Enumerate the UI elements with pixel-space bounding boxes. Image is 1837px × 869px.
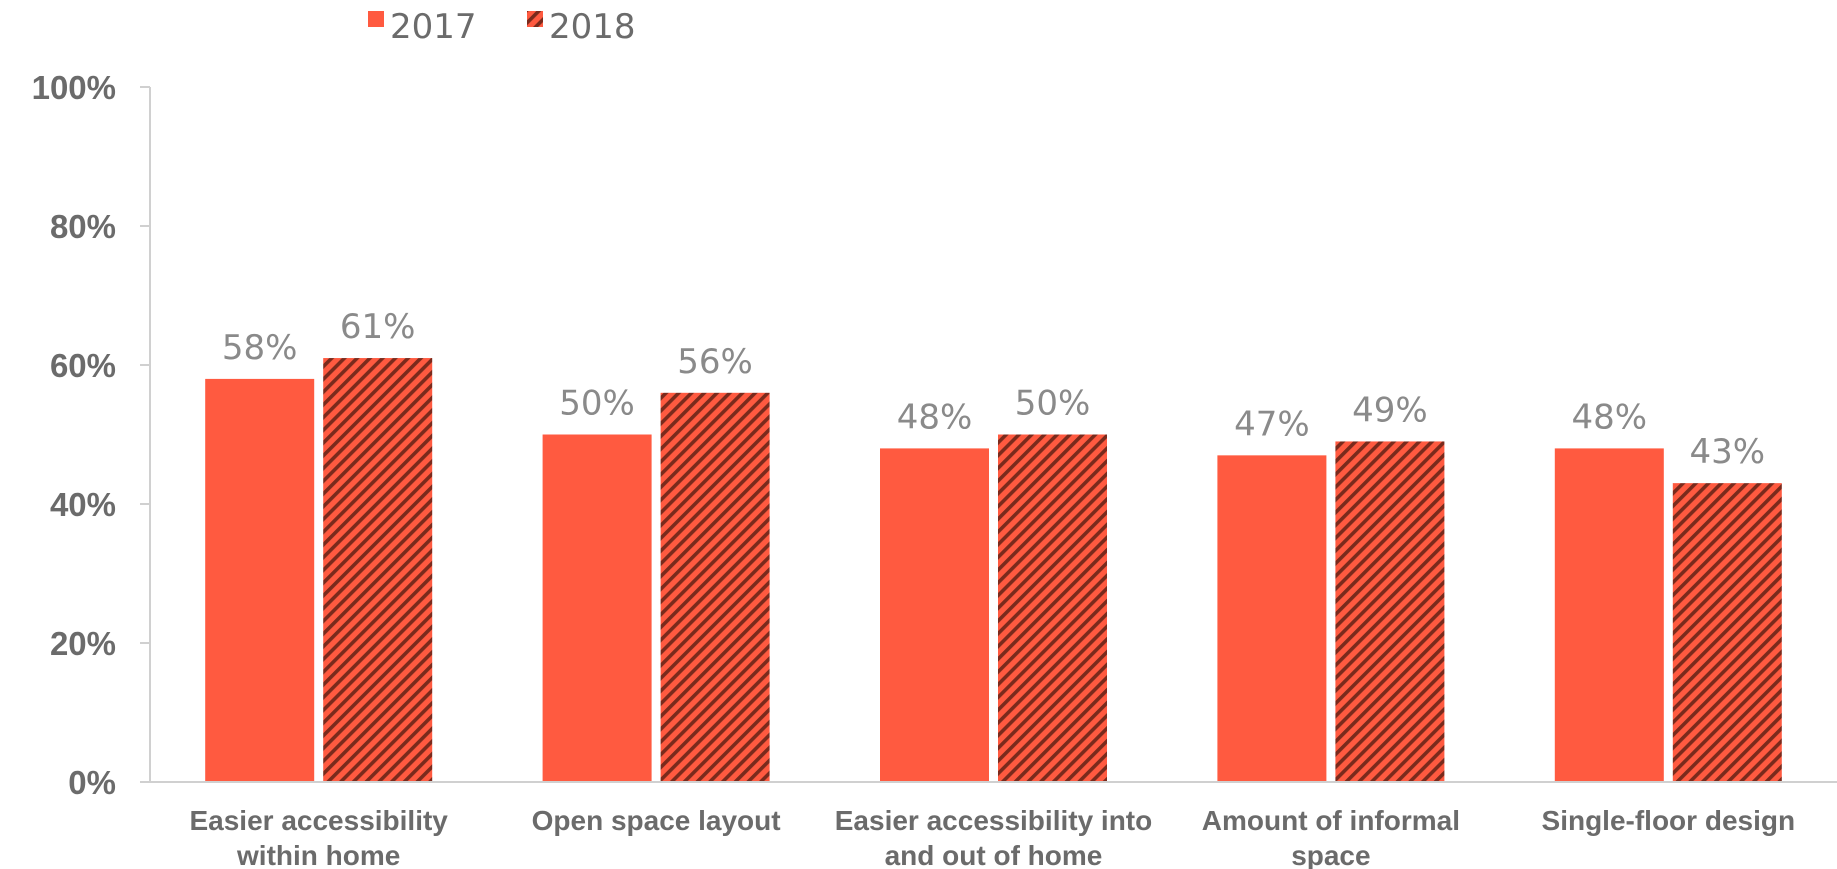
data-label-2017-5: 48% — [1572, 397, 1648, 437]
data-labels: 58% 61% 50% 56% 48% 50% 47% 49% 48% 43% — [222, 307, 1765, 472]
data-label-2017-2: 50% — [559, 384, 635, 424]
bars — [205, 358, 1782, 782]
y-tick-label: 100% — [32, 69, 116, 106]
y-axis: 0% 20% 40% 60% 80% 100% — [32, 69, 151, 801]
bar-2017-3 — [880, 448, 989, 782]
bar-2018-4 — [1335, 441, 1445, 782]
bar-2018-3 — [998, 434, 1107, 782]
legend: 2017 2018 — [368, 7, 636, 47]
data-label-2018-2: 56% — [677, 342, 753, 382]
y-tick-label: 0% — [68, 764, 116, 801]
x-category-label: Amount of informal space — [1202, 805, 1460, 869]
legend-label-2017: 2017 — [390, 7, 477, 47]
y-tick-label: 20% — [50, 625, 116, 662]
x-category-label: Easier accessibility into and out of home — [835, 805, 1153, 869]
legend-label-2018: 2018 — [549, 7, 636, 47]
y-tick-label: 60% — [50, 347, 116, 384]
data-label-2017-3: 48% — [897, 397, 973, 437]
data-label-2018-5: 43% — [1690, 432, 1766, 472]
data-label-2017-1: 58% — [222, 328, 298, 368]
bar-2018-1 — [323, 358, 433, 782]
bar-2017-2 — [542, 434, 652, 782]
bar-2017-1 — [205, 378, 315, 782]
x-category-label: Open space layout — [532, 805, 781, 836]
y-tick-label: 80% — [50, 208, 116, 245]
bar-2017-4 — [1217, 455, 1327, 782]
x-axis: Easier accessibility within home Open spac… — [150, 781, 1837, 869]
bar-2017-5 — [1554, 448, 1664, 782]
data-label-2018-3: 50% — [1015, 384, 1091, 424]
bar-2018-2 — [660, 392, 770, 782]
bar-2018-5 — [1672, 483, 1782, 782]
legend-swatch-2018 — [527, 11, 543, 27]
x-category-label: Single-floor design — [1542, 805, 1796, 836]
y-tick-label: 40% — [50, 486, 116, 523]
data-label-2018-4: 49% — [1352, 390, 1428, 430]
data-label-2018-1: 61% — [340, 307, 416, 347]
data-label-2017-4: 47% — [1234, 404, 1310, 444]
legend-swatch-2017 — [368, 11, 384, 27]
x-category-label: Easier accessibility within home — [189, 805, 448, 869]
